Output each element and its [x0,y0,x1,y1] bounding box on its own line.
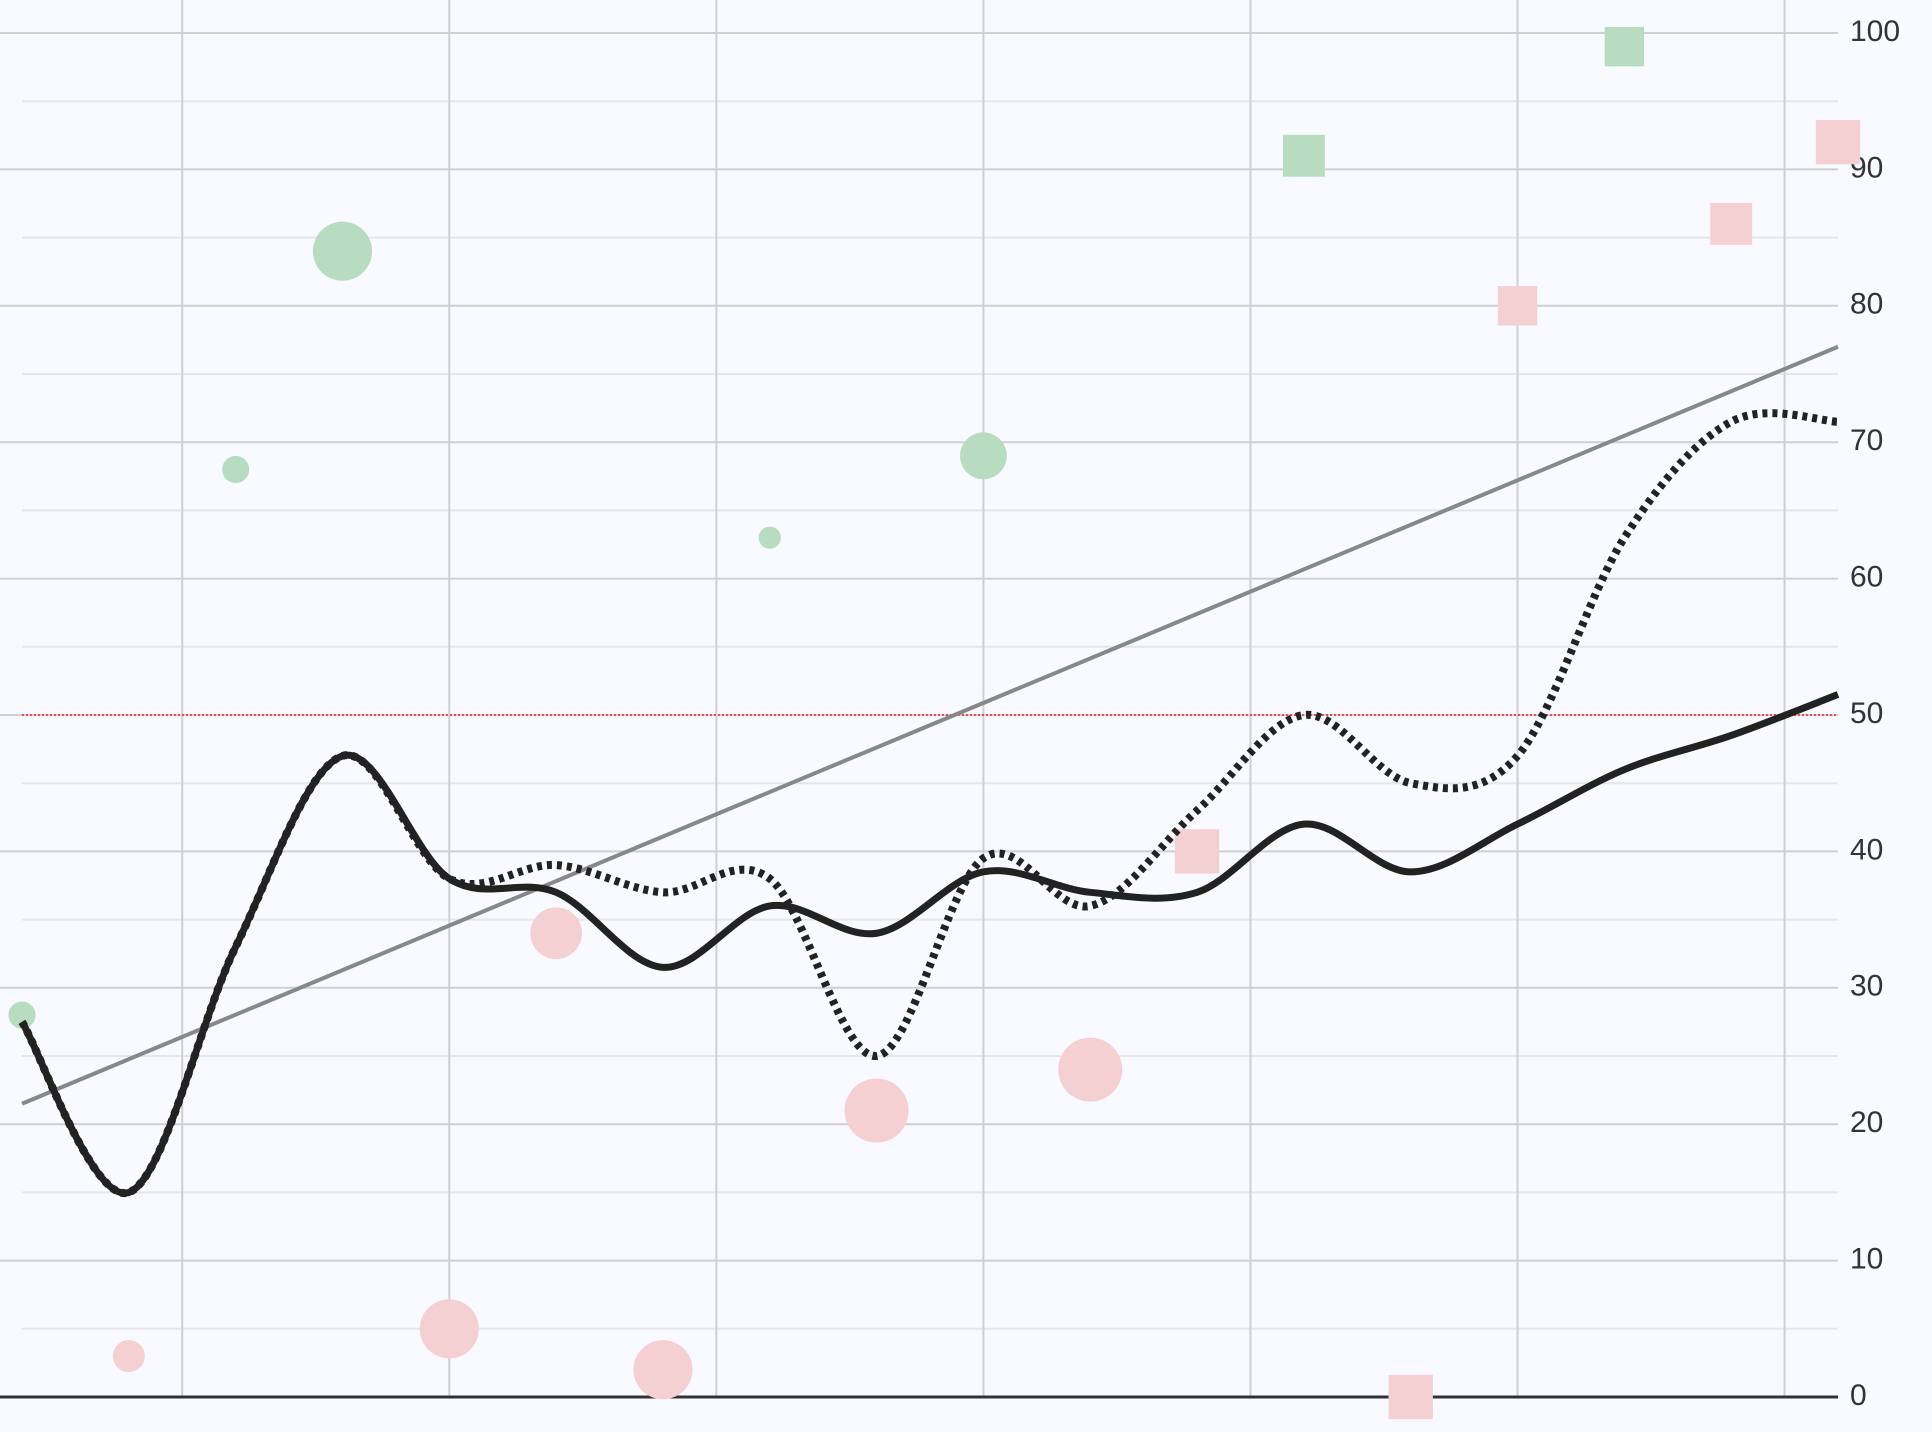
y-tick-label: 70 [1850,424,1883,457]
y-tick-label: 80 [1850,288,1883,321]
y-tick-label: 30 [1850,970,1883,1003]
y-tick-label: 20 [1850,1106,1883,1139]
circle-marker [960,432,1007,480]
square-marker [1282,134,1325,177]
square-marker [1388,1374,1433,1420]
dotted-line [18,409,1839,1197]
circle-marker [419,1299,479,1359]
y-tick-label: 50 [1850,697,1883,730]
circle-marker [8,1001,36,1029]
circle-marker [758,526,781,549]
y-tick-label: 0 [1850,1379,1867,1412]
y-tick-label: 40 [1850,833,1883,866]
square-marker [1815,119,1861,165]
square-marker [1174,829,1220,874]
trend-line [21,344,1839,1106]
circle-marker [1058,1037,1123,1102]
y-tick-label: 10 [1850,1243,1883,1276]
square-marker [1710,203,1753,245]
solid-line [18,691,1840,1197]
circle-marker [112,1340,145,1373]
square-marker [1604,26,1645,67]
y-tick-label: 60 [1850,561,1883,594]
circle-marker [633,1340,693,1400]
y-tick-label: 100 [1850,15,1900,48]
square-marker [1497,286,1538,326]
circle-marker [844,1078,909,1143]
circle-marker [222,455,250,484]
circle-marker [530,907,582,960]
circle-marker [312,221,373,281]
